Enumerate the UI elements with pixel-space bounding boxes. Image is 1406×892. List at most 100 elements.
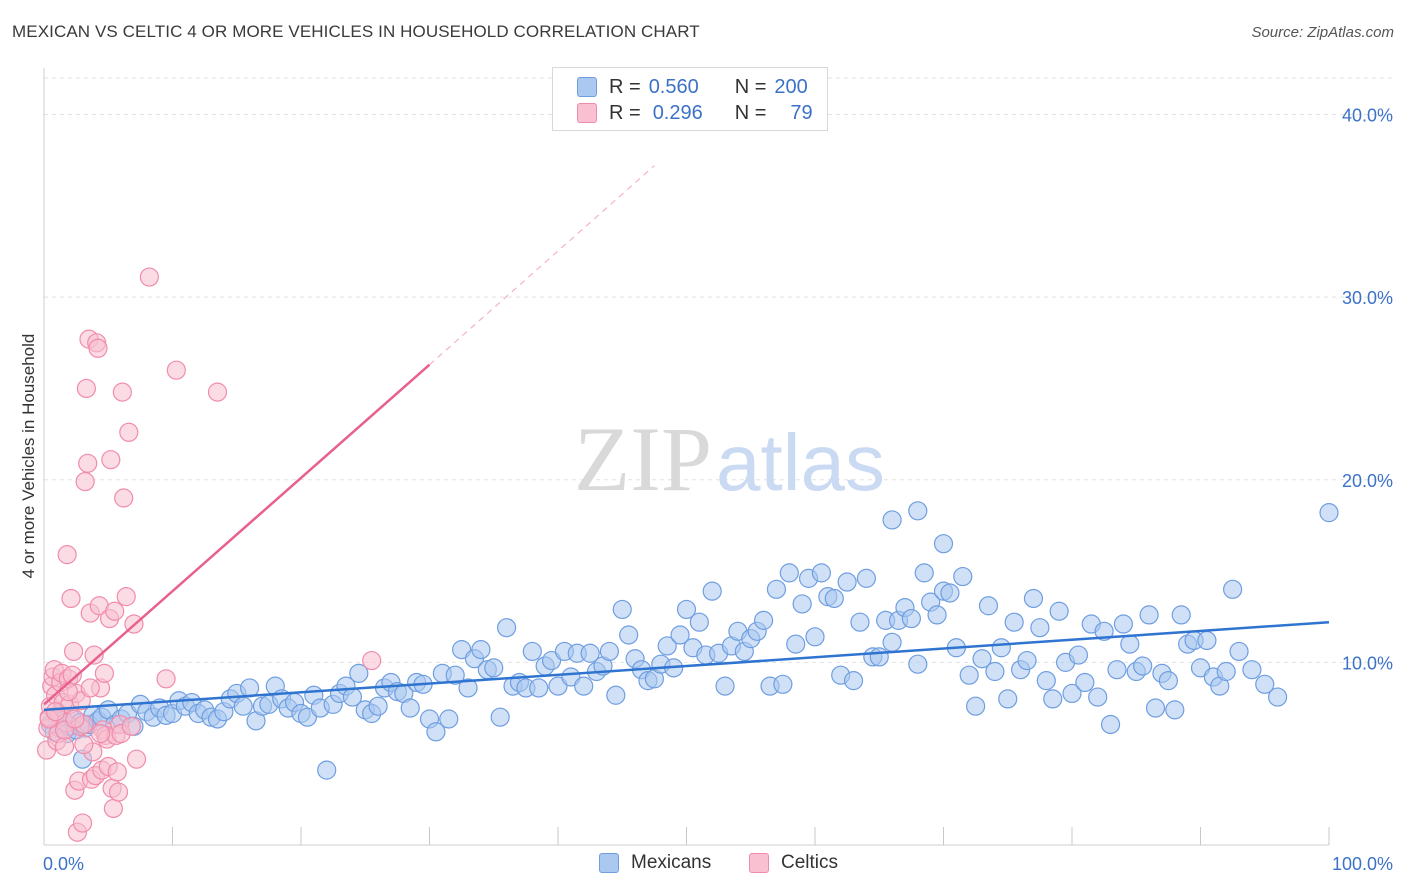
point-mexicans bbox=[580, 643, 600, 663]
point-celtics bbox=[362, 650, 382, 671]
trend-line-mexicans bbox=[43, 620, 1330, 712]
point-mexicans bbox=[606, 685, 626, 705]
chart-title: MEXICAN VS CELTIC 4 OR MORE VEHICLES IN … bbox=[12, 22, 700, 41]
point-mexicans bbox=[400, 698, 420, 718]
point-celtics bbox=[88, 338, 108, 358]
series-mexicans bbox=[40, 501, 1339, 780]
y-axis-label: 4 or more Vehicles in Household bbox=[19, 333, 38, 579]
point-mexicans bbox=[426, 722, 446, 742]
point-celtics bbox=[103, 798, 123, 819]
bottom-legend-label-mexicans: Mexicans bbox=[631, 852, 712, 873]
point-mexicans bbox=[1049, 601, 1069, 621]
point-mexicans bbox=[901, 608, 921, 629]
point-celtics bbox=[207, 382, 228, 402]
point-celtics bbox=[107, 762, 127, 782]
point-mexicans bbox=[689, 612, 709, 632]
x-tick-label-max: 100.0% bbox=[1332, 854, 1393, 874]
point-mexicans bbox=[933, 534, 954, 554]
point-celtics bbox=[114, 488, 134, 508]
point-celtics bbox=[58, 681, 79, 702]
point-mexicans bbox=[599, 641, 620, 662]
point-mexicans bbox=[317, 760, 337, 780]
point-mexicans bbox=[1036, 671, 1056, 691]
watermark-atlas: atlas bbox=[716, 418, 885, 507]
point-mexicans bbox=[1100, 714, 1121, 735]
point-mexicans bbox=[1223, 579, 1243, 599]
point-mexicans bbox=[529, 678, 549, 698]
point-mexicans bbox=[927, 605, 947, 625]
y-tick-label: 10.0% bbox=[1342, 653, 1393, 673]
bottom-legend-celtics: Celtics bbox=[749, 852, 838, 874]
point-celtics bbox=[119, 422, 139, 442]
point-mexicans bbox=[490, 707, 510, 727]
point-mexicans bbox=[869, 647, 889, 667]
legend-n-value-mexicans: 200 bbox=[774, 75, 808, 98]
point-celtics bbox=[112, 382, 132, 402]
point-mexicans bbox=[1068, 645, 1089, 665]
point-mexicans bbox=[1043, 689, 1063, 709]
point-mexicans bbox=[998, 689, 1018, 709]
legend-r-label: R = bbox=[609, 75, 641, 98]
point-mexicans bbox=[1158, 671, 1178, 691]
legend-r-value-mexicans: 0.560 bbox=[648, 75, 699, 98]
x-tick-label-min: 0.0% bbox=[43, 854, 84, 874]
point-mexicans bbox=[850, 612, 870, 632]
bottom-legend-mexicans: Mexicans bbox=[599, 852, 711, 874]
legend-swatch-celtics bbox=[577, 103, 597, 123]
point-mexicans bbox=[1145, 698, 1166, 718]
bottom-legend-swatch-celtics bbox=[749, 853, 769, 873]
point-mexicans bbox=[471, 639, 491, 660]
point-mexicans bbox=[368, 696, 388, 716]
legend-n-label: N = bbox=[734, 75, 767, 98]
point-celtics bbox=[156, 669, 176, 689]
point-mexicans bbox=[908, 654, 928, 674]
point-mexicans bbox=[966, 696, 986, 716]
point-mexicans bbox=[612, 599, 632, 620]
point-celtics bbox=[54, 736, 75, 756]
point-celtics bbox=[76, 378, 97, 399]
point-celtics bbox=[84, 645, 104, 665]
legend-r-value-celtics: 0.296 bbox=[652, 101, 703, 124]
point-mexicans bbox=[1139, 605, 1159, 625]
point-mexicans bbox=[702, 581, 722, 601]
point-celtics bbox=[116, 587, 136, 607]
point-celtics bbox=[75, 471, 95, 492]
point-celtics bbox=[126, 749, 147, 769]
point-mexicans bbox=[940, 583, 960, 603]
point-mexicans bbox=[1017, 650, 1037, 671]
point-mexicans bbox=[349, 663, 369, 683]
point-mexicans bbox=[484, 658, 504, 678]
trend-lines bbox=[43, 165, 1330, 712]
point-mexicans bbox=[914, 563, 934, 583]
point-mexicans bbox=[1197, 630, 1217, 651]
point-mexicans bbox=[1171, 605, 1191, 625]
point-mexicans bbox=[1088, 687, 1108, 707]
x-tick-labels: 0.0% 100.0% bbox=[43, 854, 1393, 874]
series-celtics bbox=[36, 267, 382, 842]
point-celtics bbox=[74, 734, 94, 755]
trend-extension-celtics bbox=[429, 165, 655, 366]
point-mexicans bbox=[978, 596, 999, 616]
point-mexicans bbox=[458, 678, 478, 698]
point-mexicans bbox=[779, 563, 799, 583]
bottom-legend-swatch-mexicans bbox=[599, 853, 619, 873]
point-celtics bbox=[65, 709, 85, 729]
y-tick-labels: 10.0% 20.0% 30.0% 40.0% bbox=[1342, 106, 1393, 674]
point-mexicans bbox=[959, 665, 979, 685]
watermark-zip: ZIP bbox=[574, 408, 712, 510]
point-mexicans bbox=[1062, 683, 1082, 704]
point-mexicans bbox=[1242, 660, 1262, 680]
point-mexicans bbox=[670, 625, 690, 645]
point-mexicans bbox=[1229, 641, 1249, 662]
point-mexicans bbox=[1075, 672, 1095, 693]
point-mexicans bbox=[843, 671, 864, 691]
point-mexicans bbox=[439, 709, 459, 729]
point-mexicans bbox=[953, 566, 973, 587]
legend-n-label: N = bbox=[734, 101, 767, 124]
point-celtics bbox=[94, 663, 114, 683]
point-mexicans bbox=[1004, 612, 1024, 632]
point-mexicans bbox=[1023, 588, 1044, 609]
point-mexicans bbox=[837, 572, 857, 592]
trend-line-celtics bbox=[43, 363, 431, 706]
